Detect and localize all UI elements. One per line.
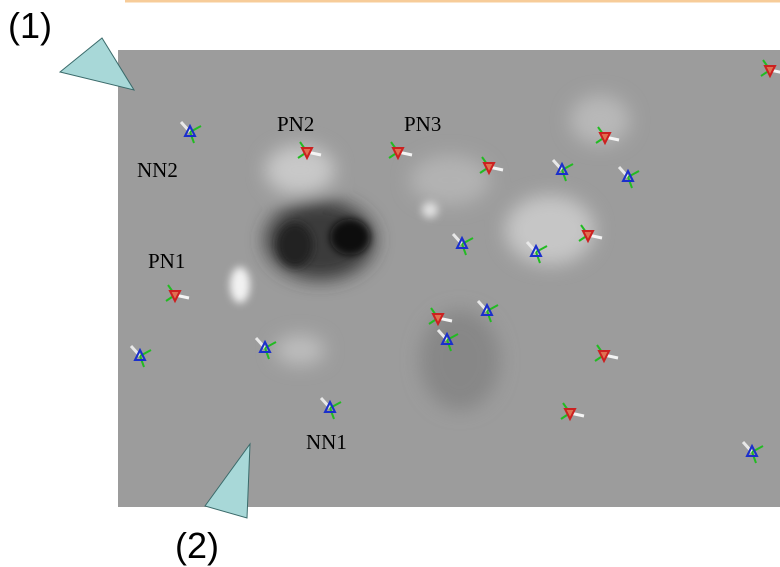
feature-label: NN1 bbox=[306, 430, 347, 454]
callout-label: (2) bbox=[175, 525, 219, 566]
figure: (1) (2) PN1 PN2 PN3 NN1 NN2 bbox=[0, 0, 780, 567]
feature-label: PN1 bbox=[148, 249, 185, 273]
callout-label: (1) bbox=[8, 5, 52, 46]
magnetogram bbox=[118, 50, 780, 507]
feature-label: NN2 bbox=[137, 158, 178, 182]
feature-label: PN3 bbox=[404, 112, 441, 136]
feature-label: PN2 bbox=[277, 112, 314, 136]
